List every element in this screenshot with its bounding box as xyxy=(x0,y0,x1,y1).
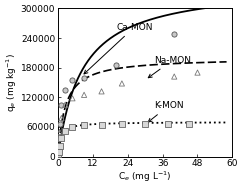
Point xyxy=(100,123,104,126)
Point xyxy=(70,97,74,100)
Point xyxy=(120,123,124,126)
Point xyxy=(57,145,61,148)
Point xyxy=(56,150,60,153)
Point xyxy=(57,150,61,153)
Point xyxy=(58,130,62,133)
Point xyxy=(82,76,86,79)
Point xyxy=(143,123,147,126)
Point xyxy=(166,123,170,126)
Text: Ca-MON: Ca-MON xyxy=(84,23,153,74)
Point xyxy=(60,136,63,139)
Point xyxy=(196,71,200,74)
Text: Na-MON: Na-MON xyxy=(148,56,191,78)
Point xyxy=(58,144,62,147)
Point xyxy=(56,153,60,156)
Point xyxy=(120,123,124,126)
Point xyxy=(58,144,62,147)
Y-axis label: q$_e$ (mg kg$^{-1}$): q$_e$ (mg kg$^{-1}$) xyxy=(5,53,19,112)
Point xyxy=(60,136,63,139)
Point xyxy=(70,125,74,129)
Text: K-MON: K-MON xyxy=(148,101,183,122)
Point xyxy=(100,123,104,126)
Point xyxy=(56,148,60,151)
Point xyxy=(63,129,67,132)
X-axis label: C$_e$ (mg L$^{-1}$): C$_e$ (mg L$^{-1}$) xyxy=(118,170,172,184)
Point xyxy=(100,90,104,93)
Point xyxy=(114,64,118,67)
Point xyxy=(82,124,86,127)
Point xyxy=(172,33,176,36)
Point xyxy=(70,78,74,81)
Point xyxy=(57,150,61,153)
Point xyxy=(63,88,67,91)
Point xyxy=(82,93,86,96)
Point xyxy=(63,129,67,132)
Point xyxy=(143,123,147,126)
Point xyxy=(187,123,191,126)
Point xyxy=(57,138,61,141)
Point xyxy=(172,75,176,78)
Point xyxy=(60,103,63,106)
Point xyxy=(166,123,170,126)
Point xyxy=(56,153,60,156)
Point xyxy=(70,125,74,129)
Point xyxy=(187,123,191,126)
Point xyxy=(63,103,67,106)
Point xyxy=(60,117,63,120)
Point xyxy=(58,123,62,126)
Point xyxy=(82,124,86,127)
Point xyxy=(120,82,124,85)
